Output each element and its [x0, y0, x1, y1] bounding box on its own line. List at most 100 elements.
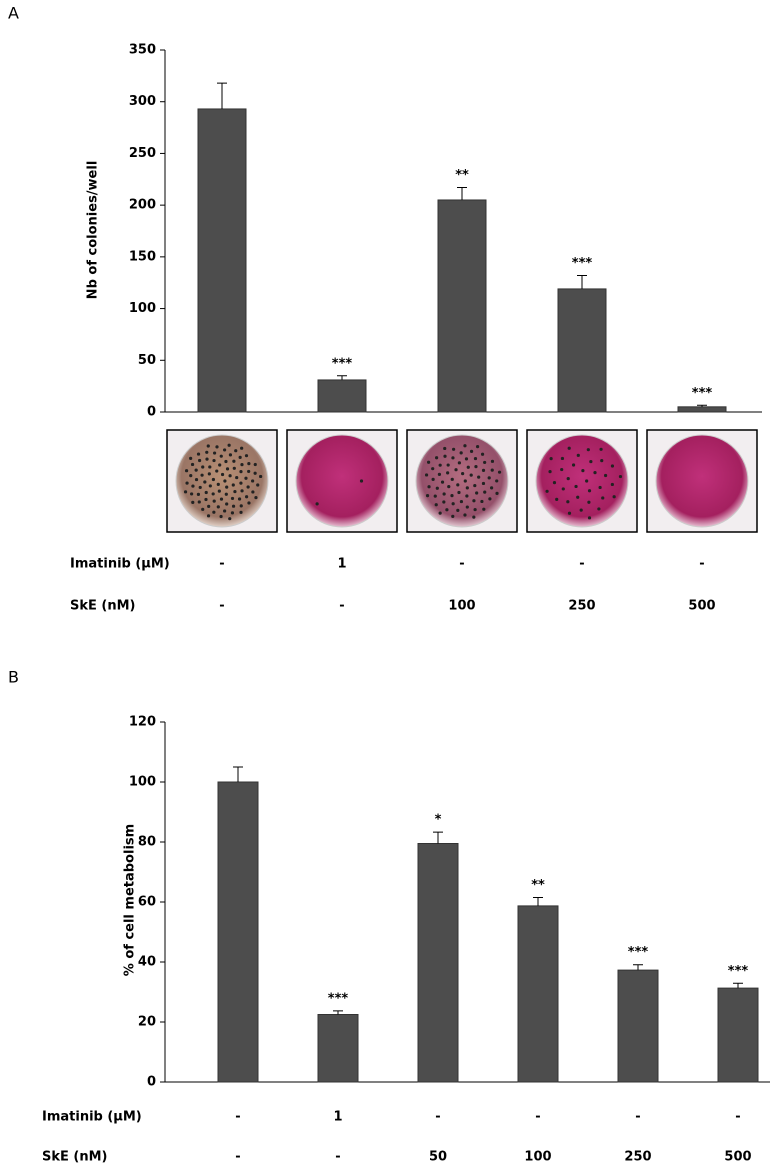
- colony: [571, 463, 576, 467]
- colony: [225, 502, 229, 506]
- colony: [220, 472, 225, 477]
- significance-label: *: [435, 813, 442, 828]
- significance-label: ***: [728, 964, 749, 979]
- colony: [461, 472, 465, 476]
- condition-value: -: [435, 1110, 440, 1125]
- colony: [549, 457, 553, 461]
- colony: [225, 485, 229, 489]
- colony: [490, 486, 494, 490]
- colony: [456, 483, 460, 487]
- colony: [465, 486, 469, 490]
- condition-value: 500: [724, 1150, 751, 1165]
- colony: [610, 482, 614, 487]
- colony: [217, 489, 221, 493]
- colony: [228, 474, 232, 478]
- colony: [191, 500, 195, 504]
- colony: [215, 469, 219, 473]
- colony: [437, 472, 442, 476]
- colony: [232, 466, 236, 470]
- colony: [231, 504, 236, 508]
- colony: [219, 497, 224, 501]
- error-bar: [577, 274, 587, 289]
- colony: [581, 469, 585, 473]
- y-tick-label: 100: [129, 301, 156, 316]
- colony: [207, 472, 211, 476]
- y-tick-label: 40: [138, 955, 156, 970]
- y-tick-label: 0: [147, 405, 156, 420]
- condition-name: SkE (nM): [42, 1150, 108, 1165]
- bar: [217, 781, 259, 1083]
- colony: [451, 456, 455, 460]
- colony: [431, 477, 435, 481]
- colony: [227, 443, 231, 447]
- y-tick-label: 150: [129, 249, 156, 264]
- colony: [545, 489, 549, 493]
- colony: [477, 475, 481, 479]
- colony: [473, 483, 477, 488]
- colony: [253, 462, 257, 467]
- error-bar: [217, 82, 227, 109]
- colony: [223, 448, 227, 452]
- condition-value: -: [535, 1110, 540, 1125]
- colony: [201, 507, 205, 511]
- condition-value: -: [219, 557, 224, 572]
- colony: [239, 481, 243, 485]
- colony: [463, 513, 467, 517]
- colony: [208, 465, 212, 469]
- colony: [469, 449, 474, 454]
- colony: [567, 511, 572, 515]
- significance-label: **: [455, 168, 469, 183]
- colony: [442, 492, 446, 496]
- colony: [212, 458, 216, 463]
- colony: [603, 473, 608, 478]
- colony: [359, 479, 364, 483]
- colony: [463, 479, 467, 483]
- condition-value: -: [735, 1110, 740, 1125]
- colony: [472, 499, 476, 503]
- error-bar: [633, 964, 643, 971]
- colony: [201, 465, 205, 469]
- colony: [239, 504, 243, 508]
- y-axis-title: Nb of colonies/well: [86, 161, 101, 300]
- condition-value: -: [459, 557, 464, 572]
- error-bar: [333, 1010, 343, 1015]
- condition-value: 100: [448, 599, 475, 614]
- colony: [585, 479, 589, 483]
- y-tick-label: 50: [138, 353, 156, 368]
- colony: [481, 481, 486, 486]
- colony: [561, 487, 565, 491]
- colony: [434, 503, 438, 507]
- colony: [240, 463, 244, 467]
- colony: [425, 494, 430, 498]
- error-bar: [433, 831, 443, 844]
- condition-value: -: [699, 557, 704, 572]
- colony: [230, 496, 235, 501]
- y-tick-label: 350: [129, 43, 156, 58]
- colony: [216, 505, 220, 509]
- bar: [317, 379, 367, 413]
- colony: [612, 495, 616, 499]
- colony: [560, 467, 564, 472]
- condition-name: Imatinib (µM): [70, 557, 170, 572]
- well-image: [646, 429, 758, 533]
- colony: [435, 456, 439, 460]
- colony: [465, 494, 469, 498]
- colony: [235, 475, 239, 480]
- colony: [237, 497, 242, 501]
- y-tick-label: 80: [138, 835, 156, 850]
- colony: [456, 508, 460, 512]
- colony: [466, 465, 470, 469]
- colony: [228, 517, 232, 521]
- colony: [587, 489, 592, 493]
- condition-name: Imatinib (µM): [42, 1110, 142, 1125]
- colony: [240, 489, 244, 493]
- colony: [469, 473, 473, 477]
- colony: [601, 496, 605, 500]
- colony: [480, 499, 484, 504]
- well-image: [286, 429, 398, 533]
- colony: [474, 465, 478, 469]
- colony: [618, 474, 623, 479]
- bar: [677, 406, 727, 413]
- colony: [454, 468, 458, 472]
